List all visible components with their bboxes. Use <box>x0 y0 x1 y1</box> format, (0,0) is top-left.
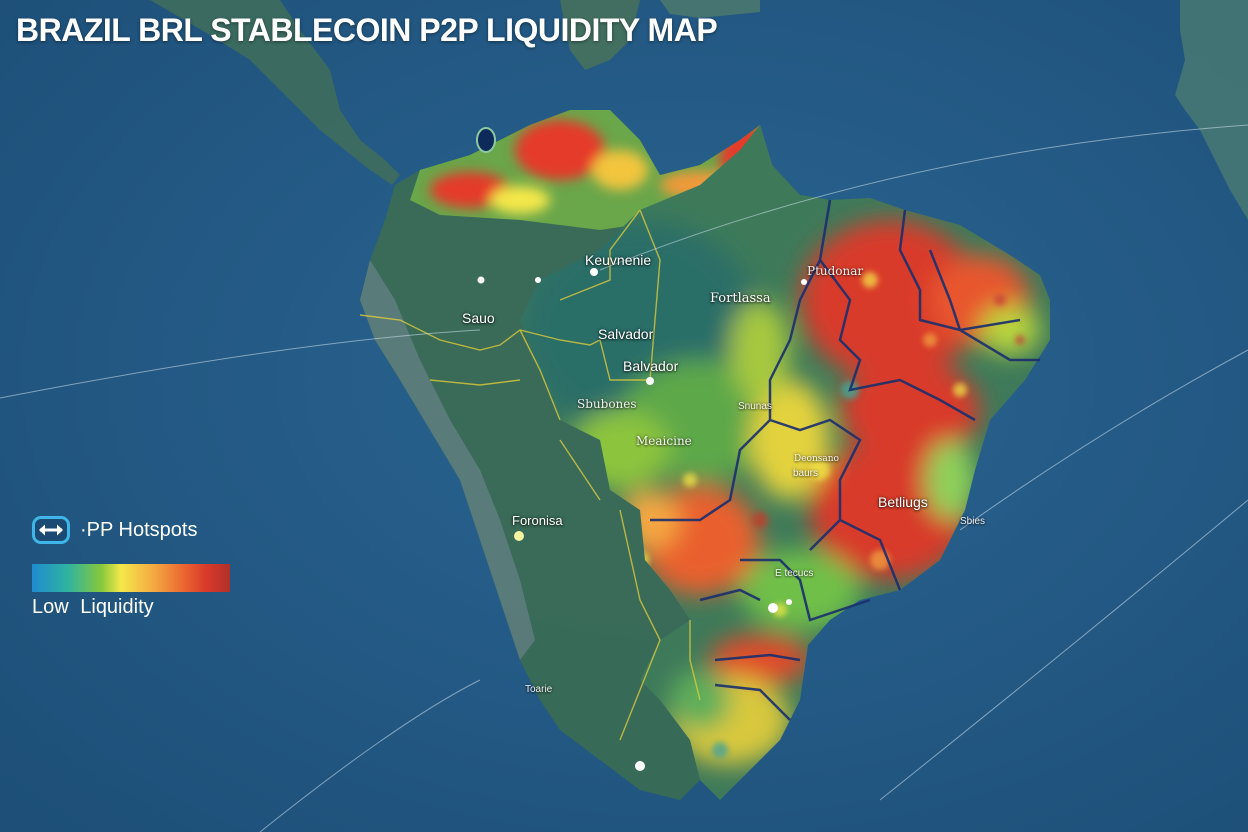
legend-scale-label: Low Liquidity <box>32 596 154 618</box>
country-boundaries <box>359 209 701 741</box>
city-label-tecucs: E tecucs <box>775 568 814 579</box>
city-label-baurs: baurs <box>793 468 819 479</box>
marker-uruguay[interactable] <box>635 761 645 771</box>
city-label-meaicine: Meaicine <box>636 434 692 448</box>
map-legend: ·PP Hotspots Low Liquidity <box>32 516 230 619</box>
city-label-deonsano: Deonsano <box>794 454 839 464</box>
city-markers <box>477 268 807 771</box>
city-label-sauo: Sauo <box>462 310 495 326</box>
city-label-ptudonar: Ptudonar <box>807 264 864 278</box>
yucatan-land <box>560 0 640 70</box>
city-label-toarie: Toarie <box>525 684 553 695</box>
city-label-snunas: Snunas <box>738 401 772 412</box>
city-label-sbubones: Sbubones <box>577 397 637 411</box>
state-boundaries <box>650 199 1040 721</box>
marker-south-1[interactable] <box>768 603 778 613</box>
city-label-keuvnenie: Keuvnenie <box>585 252 652 268</box>
marker-north-small[interactable] <box>801 279 807 285</box>
lake-maracaibo <box>476 127 496 153</box>
city-label-salvador: Salvador <box>598 326 654 342</box>
double-arrow-icon <box>32 516 70 544</box>
city-label-balvador: Balvador <box>623 358 679 374</box>
marker-foronisa[interactable] <box>514 531 524 541</box>
city-label-foronisa: Foronisa <box>512 513 563 528</box>
south-america-land <box>360 110 830 800</box>
map-title: BRAZIL BRL STABLECOIN P2P LIQUIDITY MAP <box>16 12 718 48</box>
city-label-fortlassa: Fortlassa <box>710 291 771 306</box>
caribbean-islands <box>660 0 760 18</box>
marker-sauo-west[interactable] <box>477 276 485 284</box>
central-america-land <box>150 0 400 185</box>
marker-balvador[interactable] <box>646 377 654 385</box>
city-label-betliugs: Betliugs <box>878 494 928 510</box>
legend-hotspot-row: ·PP Hotspots <box>32 516 230 544</box>
marker-south-2[interactable] <box>786 599 792 605</box>
city-label-sbies: Sbies <box>960 516 986 527</box>
marker-keuvnenie[interactable] <box>590 268 598 276</box>
africa-coast <box>1175 0 1248 220</box>
flight-arcs <box>0 124 1248 832</box>
legend-hotspot-label: ·PP Hotspots <box>80 518 198 541</box>
andes-texture <box>360 260 535 660</box>
marker-sauo[interactable] <box>535 277 541 283</box>
legend-color-scale <box>32 564 230 592</box>
